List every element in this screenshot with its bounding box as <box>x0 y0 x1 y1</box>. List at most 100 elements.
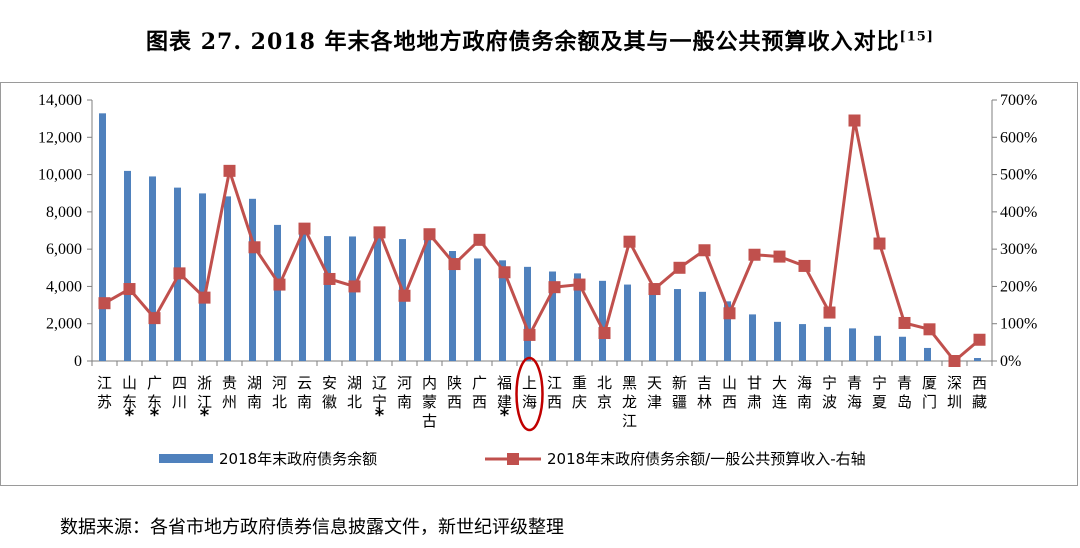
bar <box>974 358 981 361</box>
left-axis-tick-label: 4,000 <box>46 278 82 295</box>
ratio-point <box>98 297 111 310</box>
bar <box>249 198 256 361</box>
ratio-point <box>423 228 436 241</box>
legend-bar-swatch <box>159 454 213 463</box>
ratio-point <box>898 316 911 329</box>
category-label: 福建* <box>497 374 512 426</box>
highlight-circle <box>515 356 544 432</box>
left-axis-tick-label: 8,000 <box>46 204 82 221</box>
category-label: 宁波 <box>822 374 837 411</box>
bar <box>674 289 681 361</box>
bar <box>224 196 231 361</box>
ratio-point <box>673 261 686 274</box>
category-label: 深圳 <box>947 374 962 411</box>
legend-line-label: 2018年末政府债务余额/一般公共预算收入-右轴 <box>547 450 866 468</box>
bar <box>699 291 706 361</box>
category-label: 上海 <box>522 374 537 411</box>
bar <box>649 286 656 361</box>
ratio-point <box>873 237 886 250</box>
ratio-point <box>323 272 336 285</box>
bar <box>474 258 481 361</box>
category-label: 重庆 <box>572 374 587 411</box>
category-label: 辽宁* <box>372 374 387 426</box>
bar <box>849 328 856 361</box>
ratio-line <box>103 120 981 364</box>
category-label: 贵州 <box>222 374 237 411</box>
bar <box>299 228 306 361</box>
combo-chart: 0 2,000 4,000 6,000 8,000 10,000 12,000 14,000 0… <box>38 92 1037 468</box>
left-axis-tick-label: 10,000 <box>38 167 82 184</box>
ratio-point <box>273 278 286 291</box>
category-label: 河北 <box>272 374 287 411</box>
legend-line-marker <box>507 453 519 465</box>
right-axis-tick-label: 400% <box>1000 204 1037 221</box>
bar <box>199 193 206 361</box>
category-label: 山西 <box>722 374 737 411</box>
category-label: 海南 <box>797 374 812 411</box>
ratio-point <box>348 280 361 293</box>
left-axis-tick-label: 6,000 <box>46 241 82 258</box>
bar <box>624 284 631 361</box>
chart-title-ref: [15] <box>899 29 934 45</box>
ratio-point <box>148 312 161 325</box>
category-label: 浙江* <box>197 374 212 426</box>
category-label: 江西 <box>547 374 562 411</box>
bar <box>499 260 506 361</box>
right-axis-tick-label: 0% <box>1000 353 1021 370</box>
line-series <box>98 114 986 367</box>
category-label: 河南 <box>397 374 412 411</box>
category-label: 宁夏 <box>872 374 887 411</box>
ratio-point <box>698 244 711 257</box>
ratio-point <box>173 267 186 280</box>
left-axis-tick-label: 14,000 <box>38 92 82 109</box>
bar <box>349 236 356 361</box>
chart-frame: 0 2,000 4,000 6,000 8,000 10,000 12,000 14,000 0… <box>0 82 1078 486</box>
ratio-point <box>223 164 236 177</box>
left-axis-tick-label: 0 <box>74 353 82 370</box>
category-label: 广东* <box>147 374 162 426</box>
category-label: 山东* <box>122 374 137 426</box>
bar <box>374 236 381 361</box>
ratio-point <box>448 258 461 271</box>
category-label: 广西 <box>472 374 487 411</box>
ratio-point <box>298 222 311 235</box>
category-label: 甘肃 <box>747 374 762 411</box>
bar <box>99 113 106 361</box>
chart-axes: 0 2,000 4,000 6,000 8,000 10,000 12,000 14,000 0… <box>38 92 1037 370</box>
bar-series <box>99 113 981 361</box>
ratio-point <box>198 291 211 304</box>
bar <box>149 176 156 361</box>
ratio-point <box>598 327 611 340</box>
bar <box>124 170 131 361</box>
category-label: 云南 <box>297 374 312 411</box>
ratio-point <box>473 233 486 246</box>
category-label: 黑龙江 <box>622 374 637 430</box>
category-label: 北京 <box>597 374 612 411</box>
ratio-point <box>123 283 136 296</box>
ratio-point <box>773 250 786 263</box>
bar <box>724 301 731 361</box>
bar <box>549 271 556 361</box>
ratio-point <box>398 289 411 302</box>
bar <box>449 251 456 361</box>
bar <box>274 224 281 361</box>
ratio-point <box>498 266 511 279</box>
right-axis-tick-label: 500% <box>1000 167 1037 184</box>
category-label: 吉林 <box>697 374 712 411</box>
category-label: 内蒙古 <box>422 374 437 430</box>
category-label: 大连 <box>772 374 787 411</box>
category-label: 安徽 <box>322 374 337 411</box>
ratio-point <box>848 114 861 127</box>
ratio-point <box>373 226 386 239</box>
right-axis-tick-label: 300% <box>1000 241 1037 258</box>
category-label: 天津 <box>647 374 662 411</box>
ratio-point <box>798 259 811 272</box>
ratio-point <box>923 323 936 336</box>
bar <box>874 335 881 361</box>
right-axis-tick-label: 100% <box>1000 316 1037 333</box>
ratio-point <box>723 307 736 320</box>
bar <box>574 273 581 361</box>
left-axis-tick-label: 12,000 <box>38 129 82 146</box>
chart-title-text: 图表 27. 2018 年末各地地方政府债务余额及其与一般公共预算收入对比 <box>146 29 900 55</box>
left-axis-tick-label: 2,000 <box>46 316 82 333</box>
